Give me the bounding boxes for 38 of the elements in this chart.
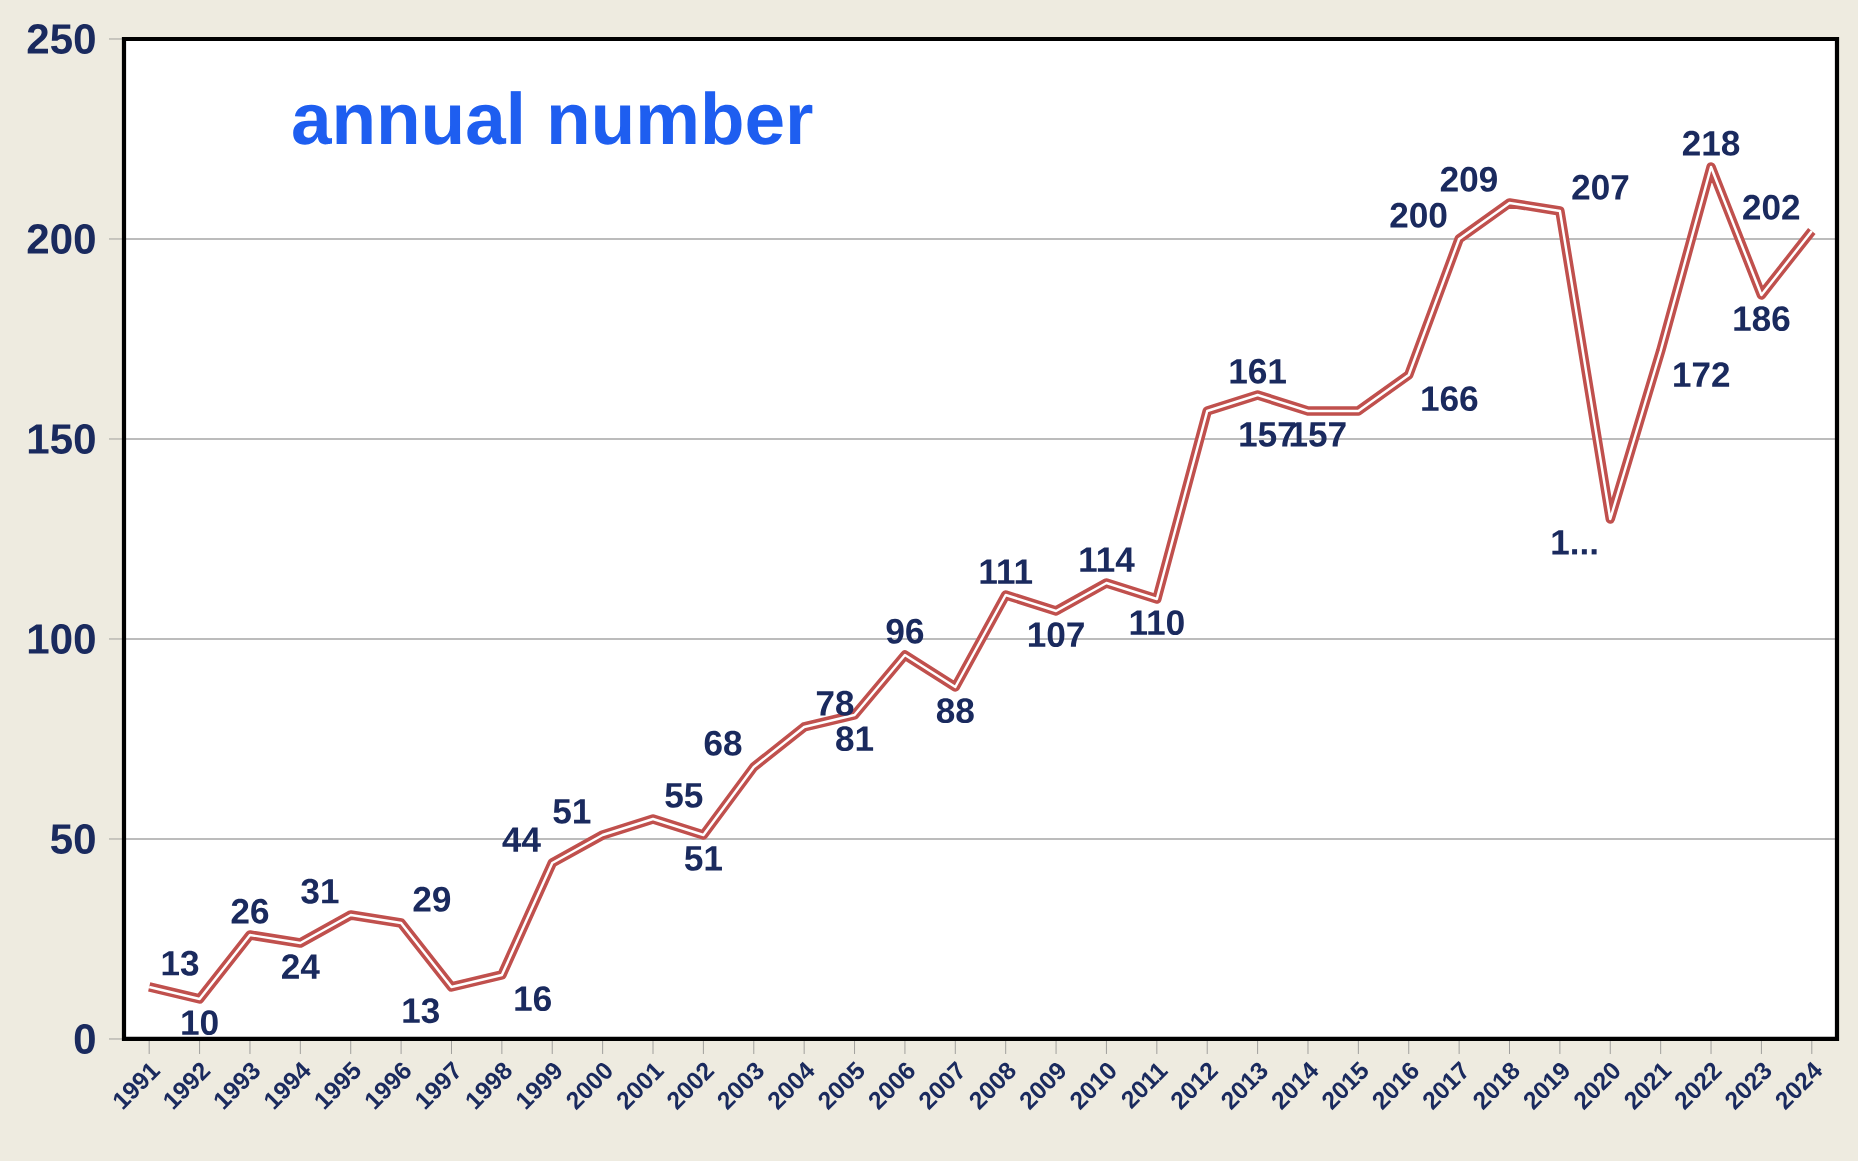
data-label: 24 — [282, 954, 320, 979]
data-label: 51 — [684, 846, 722, 871]
data-label: 96 — [886, 618, 924, 644]
data-label: 55 — [665, 783, 703, 808]
text: annual number — [293, 91, 813, 145]
data-label: 78 — [816, 690, 854, 716]
data-label: 107 — [1028, 622, 1084, 648]
data-label: 218 — [1682, 130, 1740, 156]
data-label: 166 — [1422, 386, 1478, 412]
y-tick-label: 100 — [28, 624, 95, 654]
data-label: 13 — [162, 950, 199, 976]
data-label: 31 — [301, 878, 339, 904]
data-label: 16 — [515, 986, 551, 1012]
y-tick-label: 150 — [28, 424, 95, 454]
y-tick-label: 0 — [74, 1024, 95, 1054]
data-label: 13 — [403, 998, 439, 1024]
data-label: 209 — [1440, 166, 1497, 192]
data-label: 186 — [1734, 306, 1790, 332]
data-label: 111 — [980, 559, 1033, 584]
data-label: 29 — [413, 886, 451, 912]
data-label: 10 — [182, 1010, 218, 1036]
data-label: 44 — [502, 827, 541, 852]
data-label: 88 — [936, 698, 974, 724]
data-label: 161 — [1230, 358, 1286, 384]
data-label: 68 — [704, 730, 742, 756]
data-label: 202 — [1743, 194, 1800, 220]
data-label: 26 — [231, 898, 269, 924]
data-label: 1... — [1552, 530, 1597, 555]
data-label: 172 — [1674, 362, 1730, 387]
data-label: 51 — [553, 799, 591, 824]
data-label: 207 — [1572, 174, 1629, 200]
data-label: 114 — [1080, 547, 1135, 572]
data-label: 81 — [836, 726, 874, 752]
data-label: 110 — [1130, 610, 1184, 636]
y-tick-label: 200 — [27, 224, 95, 254]
y-tick-label: 250 — [27, 24, 95, 54]
y-tick-label: 50 — [50, 824, 95, 854]
data-label: 200 — [1390, 202, 1447, 228]
